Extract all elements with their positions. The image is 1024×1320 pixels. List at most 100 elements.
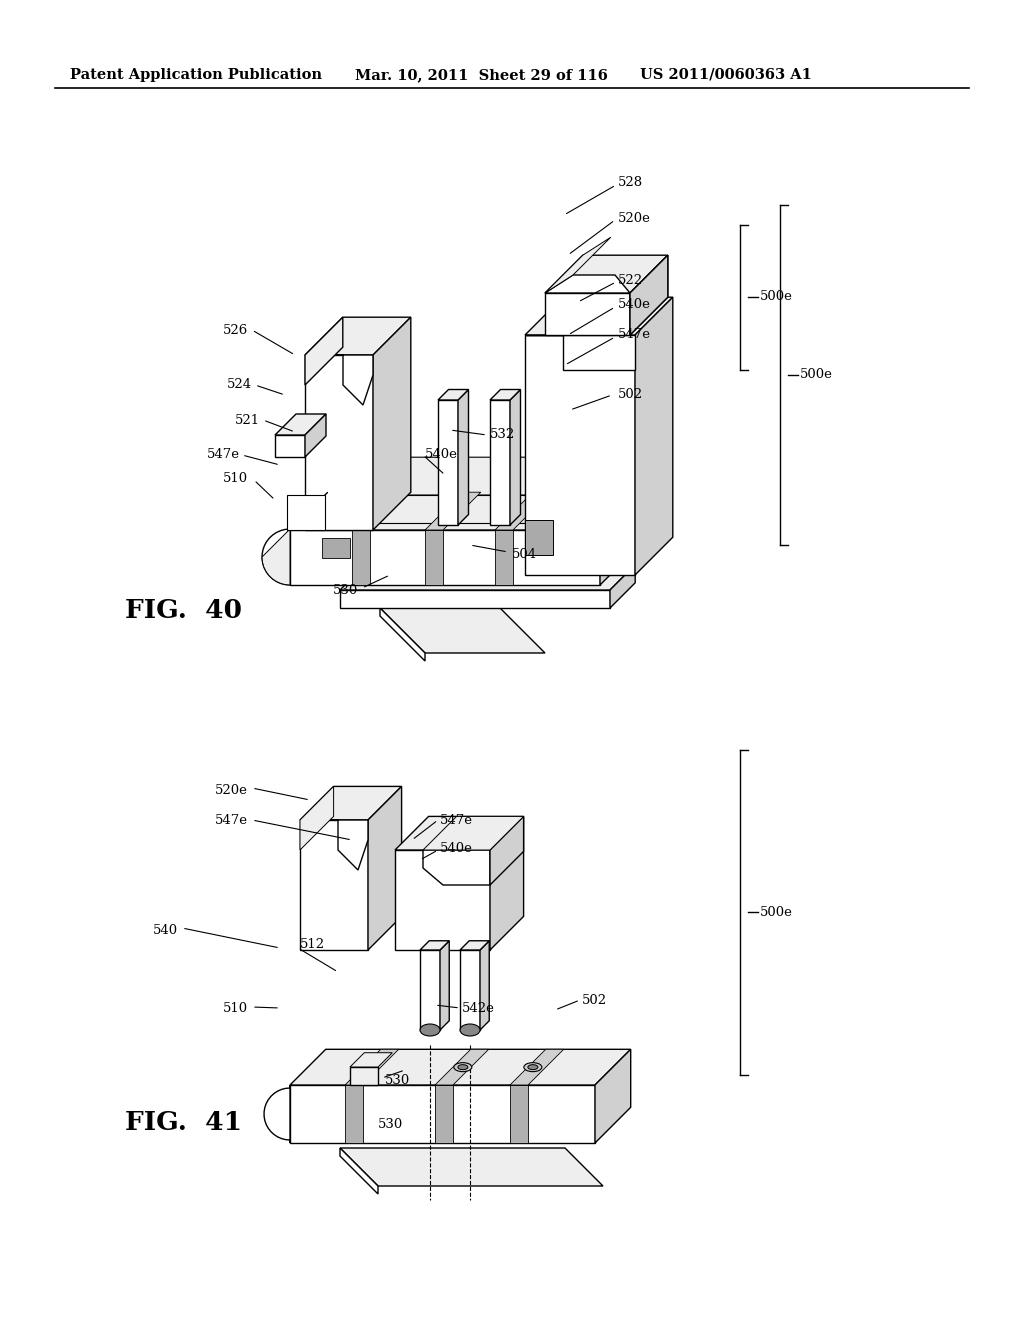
Polygon shape [290, 1049, 631, 1085]
Polygon shape [435, 1049, 488, 1085]
Text: 520e: 520e [618, 211, 651, 224]
Polygon shape [305, 317, 343, 385]
Polygon shape [262, 529, 290, 585]
Text: 547e: 547e [618, 329, 651, 342]
Polygon shape [490, 816, 523, 950]
Text: 547e: 547e [440, 813, 473, 826]
Polygon shape [630, 255, 668, 335]
Polygon shape [275, 436, 305, 457]
Polygon shape [395, 850, 490, 950]
Polygon shape [350, 1053, 392, 1067]
Polygon shape [340, 590, 610, 609]
Polygon shape [350, 1067, 378, 1085]
Text: 510: 510 [223, 471, 248, 484]
Polygon shape [300, 820, 368, 870]
Text: 540e: 540e [440, 842, 473, 854]
Text: 522: 522 [618, 273, 643, 286]
Polygon shape [373, 317, 411, 531]
Polygon shape [495, 492, 551, 531]
Polygon shape [300, 787, 401, 820]
Text: FIG.  41: FIG. 41 [125, 1110, 242, 1135]
Text: 542e: 542e [462, 1002, 495, 1015]
Polygon shape [290, 492, 638, 531]
Polygon shape [305, 355, 373, 405]
Text: 547e: 547e [215, 813, 248, 826]
Polygon shape [510, 389, 520, 525]
Polygon shape [595, 1049, 631, 1143]
Text: 526: 526 [223, 323, 248, 337]
Text: 500e: 500e [760, 906, 793, 919]
Polygon shape [275, 414, 326, 436]
Polygon shape [435, 1085, 453, 1143]
Polygon shape [495, 531, 513, 585]
Polygon shape [290, 531, 600, 585]
Polygon shape [340, 1148, 378, 1195]
Polygon shape [352, 531, 370, 585]
Polygon shape [420, 941, 450, 950]
Polygon shape [610, 565, 635, 609]
Ellipse shape [527, 1065, 538, 1069]
Text: 500e: 500e [760, 290, 793, 304]
Polygon shape [340, 1148, 603, 1185]
Polygon shape [458, 389, 469, 525]
Text: FIG.  40: FIG. 40 [125, 598, 242, 623]
Polygon shape [438, 400, 458, 525]
Text: US 2011/0060363 A1: US 2011/0060363 A1 [640, 69, 812, 82]
Text: 500e: 500e [800, 368, 833, 381]
Text: 502: 502 [582, 994, 607, 1006]
Polygon shape [305, 414, 326, 457]
Ellipse shape [460, 1024, 480, 1036]
Polygon shape [525, 297, 673, 335]
Polygon shape [423, 816, 523, 850]
Polygon shape [425, 492, 481, 531]
Polygon shape [425, 531, 443, 585]
Polygon shape [480, 941, 489, 1030]
Text: 532: 532 [490, 429, 515, 441]
Text: 540e: 540e [618, 298, 651, 312]
Polygon shape [460, 950, 480, 1030]
Text: Patent Application Publication: Patent Application Publication [70, 69, 322, 82]
Polygon shape [300, 787, 334, 850]
Text: 502: 502 [618, 388, 643, 401]
Polygon shape [490, 400, 510, 525]
Polygon shape [630, 255, 668, 335]
Text: 530: 530 [378, 1118, 403, 1131]
Text: 530: 530 [385, 1073, 411, 1086]
Polygon shape [510, 1049, 563, 1085]
Text: 547e: 547e [207, 449, 240, 462]
Polygon shape [460, 941, 489, 950]
Polygon shape [600, 492, 638, 585]
Text: 521: 521 [234, 413, 260, 426]
Polygon shape [264, 1085, 290, 1143]
Polygon shape [525, 335, 635, 576]
Polygon shape [545, 238, 610, 293]
Polygon shape [490, 389, 520, 400]
Text: 528: 528 [618, 176, 643, 189]
Polygon shape [545, 275, 630, 293]
Text: 520e: 520e [215, 784, 248, 796]
Polygon shape [373, 457, 563, 495]
Polygon shape [510, 1085, 528, 1143]
Polygon shape [545, 255, 668, 293]
Text: 504: 504 [512, 549, 538, 561]
Polygon shape [438, 389, 469, 400]
Polygon shape [423, 850, 490, 884]
Text: 540e: 540e [425, 449, 458, 462]
Polygon shape [340, 565, 635, 590]
Polygon shape [345, 1085, 362, 1143]
Text: 510: 510 [223, 1002, 248, 1015]
Polygon shape [300, 820, 368, 950]
Ellipse shape [454, 1063, 472, 1072]
Ellipse shape [420, 1024, 440, 1036]
Polygon shape [345, 1049, 398, 1085]
Polygon shape [380, 609, 545, 653]
Polygon shape [352, 492, 408, 531]
Ellipse shape [524, 1063, 542, 1072]
Polygon shape [373, 495, 525, 523]
Polygon shape [545, 293, 630, 335]
Polygon shape [525, 335, 635, 370]
Polygon shape [380, 609, 425, 661]
Polygon shape [305, 317, 411, 355]
Polygon shape [262, 492, 328, 585]
Text: Mar. 10, 2011  Sheet 29 of 116: Mar. 10, 2011 Sheet 29 of 116 [355, 69, 608, 82]
